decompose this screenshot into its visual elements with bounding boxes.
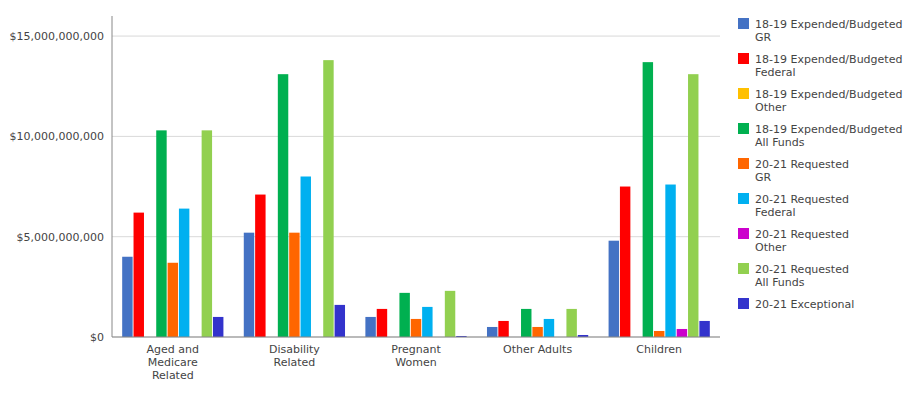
text-line: 20-21 Exceptional xyxy=(755,298,854,311)
text-line: All Funds xyxy=(755,136,805,149)
bar xyxy=(365,317,375,337)
text-line: 18-19 Expended/Budgeted xyxy=(755,18,902,31)
text-line: Related xyxy=(152,369,194,382)
bar xyxy=(168,263,178,337)
text-line: 20-21 Requested xyxy=(755,193,849,206)
legend-swatch xyxy=(738,263,749,274)
text-line: Other xyxy=(755,101,787,114)
legend-label: 20-21 Exceptional xyxy=(755,298,854,311)
bar xyxy=(677,329,687,337)
text-line: Federal xyxy=(755,206,796,219)
x-tick-label: Other Adults xyxy=(503,343,572,356)
bar xyxy=(399,293,409,337)
legend-label: 20-21 RequestedFederal xyxy=(755,193,849,219)
text-line: 18-19 Expended/Budgeted xyxy=(755,123,902,136)
bar xyxy=(532,327,542,337)
bar xyxy=(244,233,254,337)
x-tick-label: Aged andMedicareRelated xyxy=(147,343,199,382)
legend-swatch xyxy=(738,123,749,134)
y-tick-label: $10,000,000,000 xyxy=(10,130,104,143)
bar xyxy=(445,291,455,337)
legend-swatch xyxy=(738,298,749,309)
legend-label: 20-21 RequestedAll Funds xyxy=(755,263,849,289)
bar xyxy=(323,60,333,337)
grid-line xyxy=(112,36,720,37)
text-line: Pregnant xyxy=(391,343,441,356)
text-line: Aged and xyxy=(147,343,199,356)
text-line: 20-21 Requested xyxy=(755,263,849,276)
legend-swatch xyxy=(738,193,749,204)
bar xyxy=(156,130,166,337)
x-axis: Aged andMedicareRelatedDisabilityRelated… xyxy=(112,337,720,382)
text-line: Related xyxy=(274,356,316,369)
chart: $0 $5,000,000,000 $10,000,000,000 $15,000,0… xyxy=(0,0,916,395)
text-line: Federal xyxy=(755,66,796,79)
bar xyxy=(643,62,653,337)
grid-line xyxy=(112,337,720,338)
bar xyxy=(278,74,288,337)
bar xyxy=(521,309,531,337)
text-line: Other Adults xyxy=(503,343,572,356)
legend-label: 18-19 Expended/BudgetedOther xyxy=(755,88,902,114)
bar xyxy=(665,185,675,337)
bar xyxy=(411,319,421,337)
bar xyxy=(422,307,432,337)
text-line: 18-19 Expended/Budgeted xyxy=(755,88,902,101)
bar xyxy=(202,130,212,337)
bar xyxy=(134,213,144,337)
y-tick-label: $0 xyxy=(90,331,104,344)
bar xyxy=(544,319,554,337)
text-line: 20-21 Requested xyxy=(755,228,849,241)
bar xyxy=(122,257,132,337)
y-tick-label: $15,000,000,000 xyxy=(10,30,104,43)
bar xyxy=(688,74,698,337)
x-tick-label: DisabilityRelated xyxy=(269,343,320,369)
bar xyxy=(620,187,630,337)
bar xyxy=(377,309,387,337)
legend-label: 18-19 Expended/BudgetedAll Funds xyxy=(755,123,902,149)
y-tick-label: $5,000,000,000 xyxy=(17,231,104,244)
bar xyxy=(289,233,299,337)
bar xyxy=(255,195,265,337)
text-line: GR xyxy=(755,171,772,184)
bar xyxy=(213,317,223,337)
x-tick-label: PregnantWomen xyxy=(391,343,441,369)
legend-swatch xyxy=(738,88,749,99)
bar xyxy=(699,321,709,337)
text-line: 20-21 Requested xyxy=(755,158,849,171)
text-line: Children xyxy=(636,343,682,356)
y-axis: $0 $5,000,000,000 $10,000,000,000 $15,000,0… xyxy=(10,16,720,344)
bar xyxy=(654,331,664,337)
bar xyxy=(301,177,311,338)
legend-swatch xyxy=(738,158,749,169)
x-tick-label: Children xyxy=(636,343,682,356)
bar xyxy=(566,309,576,337)
legend-label: 18-19 Expended/BudgetedGR xyxy=(755,18,902,44)
text-line: 18-19 Expended/Budgeted xyxy=(755,53,902,66)
bar xyxy=(498,321,508,337)
legend-swatch xyxy=(738,53,749,64)
bar xyxy=(179,209,189,337)
text-line: Medicare xyxy=(148,356,198,369)
legend-swatch xyxy=(738,18,749,29)
y-axis-line xyxy=(112,16,113,337)
bars xyxy=(122,60,710,337)
text-line: Other xyxy=(755,241,787,254)
legend-label: 20-21 RequestedGR xyxy=(755,158,849,184)
text-line: Women xyxy=(395,356,436,369)
bar xyxy=(335,305,345,337)
x-axis-line xyxy=(112,337,720,338)
legend-swatch xyxy=(738,228,749,239)
text-line: All Funds xyxy=(755,276,805,289)
legend-label: 18-19 Expended/BudgetedFederal xyxy=(755,53,902,79)
bar xyxy=(487,327,497,337)
legend: 18-19 Expended/BudgetedGR18-19 Expended/… xyxy=(738,18,902,311)
legend-label: 20-21 RequestedOther xyxy=(755,228,849,254)
text-line: GR xyxy=(755,31,772,44)
text-line: Disability xyxy=(269,343,320,356)
bar xyxy=(609,241,619,337)
